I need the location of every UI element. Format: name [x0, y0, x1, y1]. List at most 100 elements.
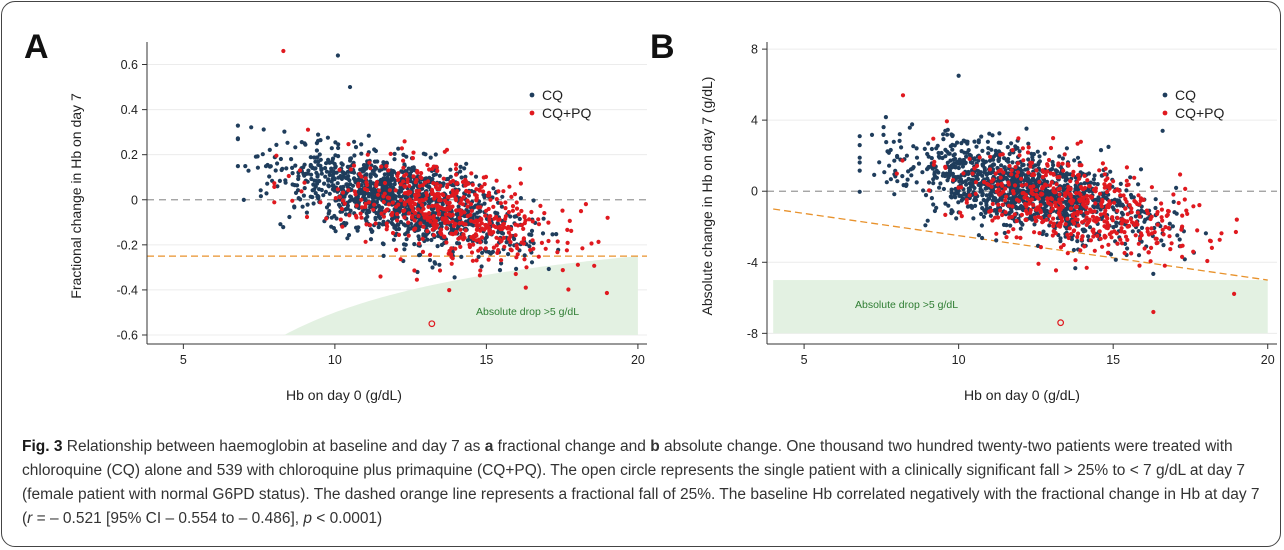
cqpq-point	[478, 268, 483, 273]
cqpq-point	[1029, 190, 1034, 195]
cqpq-point	[388, 151, 393, 156]
cqpq-point	[474, 197, 479, 202]
cqpq-point	[494, 178, 499, 183]
cqpq-point	[1067, 192, 1072, 197]
cq-point	[296, 174, 301, 179]
cq-point	[418, 252, 423, 257]
cqpq-point	[402, 139, 407, 144]
cqpq-point	[1068, 232, 1074, 237]
cq-point	[482, 201, 487, 206]
y-tick-label: 4	[751, 114, 758, 128]
cq-point	[920, 170, 925, 175]
cq-point	[456, 204, 461, 209]
cq-point	[514, 266, 519, 271]
cq-point	[273, 168, 278, 173]
cqpq-point	[1133, 233, 1138, 238]
cqpq-point	[530, 219, 535, 224]
cqpq-point	[569, 228, 574, 233]
cqpq-point	[1034, 188, 1039, 193]
cqpq-point	[443, 216, 448, 221]
cqpq-point	[412, 268, 417, 273]
cqpq-point	[381, 199, 386, 205]
cq-point	[472, 212, 477, 217]
cqpq-point	[1040, 220, 1045, 225]
cqpq-point	[1057, 174, 1062, 180]
cqpq-point	[1124, 199, 1129, 204]
cq-point	[360, 191, 365, 196]
cqpq-point	[894, 171, 899, 176]
cq-point	[479, 264, 484, 269]
cq-point	[473, 174, 479, 179]
cqpq-point	[567, 218, 572, 223]
cqpq-point	[1082, 244, 1087, 249]
cqpq-point	[1054, 182, 1059, 187]
cqpq-point	[1149, 226, 1154, 231]
cq-point	[402, 247, 407, 252]
cqpq-point	[450, 178, 456, 183]
cqpq-point	[1133, 200, 1138, 205]
cq-point	[298, 197, 303, 202]
cq-point	[417, 237, 422, 242]
cqpq-point	[416, 207, 421, 212]
cqpq-point	[1166, 226, 1171, 231]
cqpq-point	[415, 169, 420, 174]
cqpq-point	[407, 183, 412, 189]
cqpq-point	[446, 251, 451, 256]
cq-point	[293, 163, 298, 168]
cq-point	[499, 204, 504, 209]
cqpq-point	[433, 203, 438, 208]
cq-point	[1082, 181, 1087, 186]
cqpq-point	[1034, 207, 1039, 212]
y-tick-label: -8	[747, 327, 758, 341]
cqpq-point	[1097, 229, 1102, 234]
panel-a-xlabel: Hb on day 0 (g/dL)	[286, 387, 402, 403]
cqpq-point	[1102, 172, 1107, 177]
cq-point	[376, 221, 381, 226]
cq-point	[1174, 185, 1179, 190]
cq-point	[979, 134, 984, 139]
cqpq-point	[468, 202, 474, 207]
cqpq-point	[1154, 236, 1159, 241]
panel-a-x-ticks: 5 10 15 20	[180, 344, 645, 367]
cqpq-point	[432, 225, 437, 230]
cq-point	[258, 194, 263, 199]
cqpq-point	[1009, 172, 1014, 177]
cqpq-point	[1031, 203, 1036, 208]
cq-point	[527, 232, 532, 237]
cqpq-point	[1066, 163, 1071, 168]
cq-point	[965, 139, 970, 144]
cqpq-point	[463, 228, 468, 233]
cq-point	[370, 189, 375, 194]
cq-point	[373, 217, 378, 222]
cq-point	[1018, 226, 1023, 231]
cq-point	[541, 216, 546, 221]
cqpq-point	[522, 257, 527, 262]
cqpq-point	[1051, 186, 1056, 191]
cqpq-point	[1000, 202, 1005, 207]
cqpq-point	[1106, 202, 1111, 208]
cqpq-point	[466, 199, 471, 204]
cqpq-point	[445, 184, 450, 190]
cqpq-point	[1176, 200, 1181, 206]
cqpq-point	[1030, 173, 1035, 178]
cq-point	[996, 198, 1002, 203]
cqpq-point	[1028, 160, 1033, 165]
cq-point	[972, 139, 977, 144]
cqpq-point	[396, 232, 402, 237]
legend-cq-marker	[1162, 92, 1168, 98]
cqpq-point	[1004, 235, 1009, 240]
cqpq-point	[398, 198, 403, 203]
cqpq-point	[1063, 191, 1068, 196]
cq-point	[923, 193, 929, 198]
cq-point	[964, 154, 969, 159]
cq-point	[945, 178, 950, 183]
cq-point	[392, 225, 397, 230]
cq-point	[1013, 144, 1018, 149]
cqpq-point	[441, 193, 446, 198]
cq-point	[966, 169, 971, 175]
cqpq-point	[592, 263, 597, 268]
cqpq-point	[363, 239, 368, 244]
cqpq-point	[516, 212, 521, 217]
cq-point	[926, 141, 931, 146]
cq-point	[255, 154, 260, 159]
